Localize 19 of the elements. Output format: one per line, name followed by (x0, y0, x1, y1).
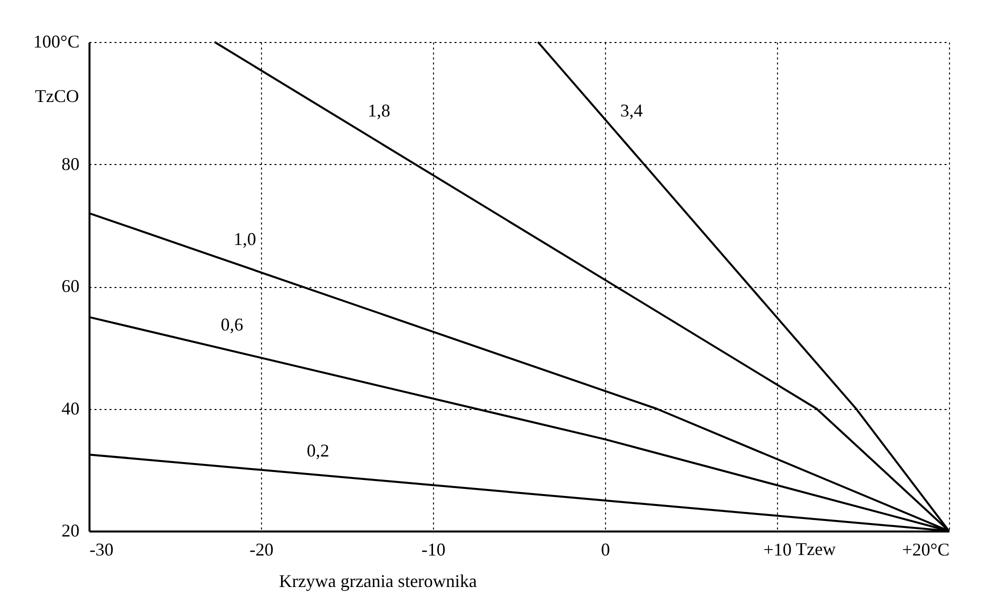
x-tick-label: +20°C (902, 540, 950, 560)
x-axis-title: Tzew (796, 539, 836, 559)
x-tick-label: +10 (763, 540, 792, 560)
series-label: 0,2 (306, 440, 330, 461)
x-tick-label: 0 (601, 540, 610, 560)
series-label: 1,8 (368, 100, 390, 121)
series-label: 3,4 (620, 100, 643, 121)
x-tick-label: -30 (90, 540, 114, 560)
x-tick-label: -10 (422, 540, 446, 560)
series-label: 0,6 (220, 314, 244, 335)
y-axis-title: TzCO (35, 86, 79, 106)
series-label: 1,0 (234, 229, 256, 250)
y-tick-label: 40 (62, 398, 80, 418)
y-tick-label: 60 (62, 276, 80, 296)
x-tick-label: -20 (250, 540, 274, 560)
text: Krzywa grzania sterownika (279, 571, 477, 591)
y-tick-label: 20 (62, 520, 80, 540)
y-tick-label: 80 (62, 154, 80, 174)
y-tick-label: 100°C (33, 32, 80, 52)
